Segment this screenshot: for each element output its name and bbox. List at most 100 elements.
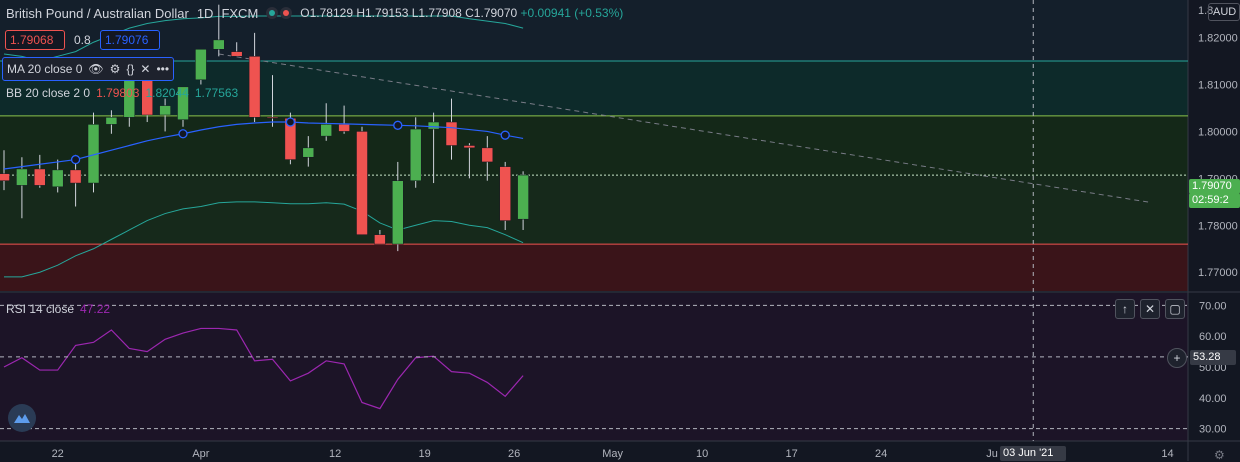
price-tick-label: 1.81000 <box>1198 79 1238 91</box>
price-tick-label: 1.82000 <box>1198 33 1238 45</box>
rsi-tick-label: 40.00 <box>1199 393 1227 405</box>
more-icon[interactable]: ••• <box>156 62 170 76</box>
rsi-crosshair-label: 53.28 <box>1190 350 1236 365</box>
candle-body <box>481 147 494 163</box>
bb-basis-value: 1.79803 <box>96 86 140 100</box>
ma-marker <box>285 117 296 127</box>
sell-button[interactable]: 1.79068 <box>5 30 65 50</box>
market-status-icon[interactable] <box>266 7 293 19</box>
zone-bottom <box>0 244 1188 291</box>
tradingview-logo-icon[interactable] <box>8 404 36 432</box>
bollinger-bands <box>3 15 524 278</box>
settings-gear-icon[interactable]: ⚙ <box>1214 448 1225 462</box>
ma-legend[interactable]: MA 20 close 0 👁 ⚙ {} ✕ ••• <box>2 57 175 81</box>
change-value: +0.00941 (+0.53%) <box>520 6 624 20</box>
time-tick-label: Ju <box>986 448 998 460</box>
bb-lower-line <box>4 201 524 278</box>
rsi-tick-label: 30.00 <box>1199 424 1227 436</box>
candles <box>0 4 529 252</box>
rsi-zone <box>0 293 1188 441</box>
time-tick-label: Apr <box>192 448 209 460</box>
ma-marker <box>178 129 188 139</box>
time-tick-label: 12 <box>329 448 341 460</box>
time-axis[interactable]: 22 Apr 12 19 26 May 10 17 24 Ju 14 <box>52 448 1174 460</box>
candle-body <box>463 145 476 149</box>
ma-line <box>3 121 524 170</box>
candle-body <box>320 124 332 137</box>
time-tick-label: 19 <box>419 448 431 460</box>
buy-button[interactable]: 1.79076 <box>100 30 160 50</box>
candle-body <box>0 173 10 181</box>
close-value: C1.79070 <box>465 6 518 20</box>
candle-body <box>159 105 171 116</box>
moving-average <box>3 117 524 170</box>
bb-upper-value: 1.82044 <box>145 86 189 100</box>
trendline[interactable] <box>218 53 1150 203</box>
eye-icon[interactable]: 👁 <box>88 62 104 76</box>
price-tick-label: 1.77000 <box>1198 267 1238 279</box>
crosshair-date-label: 03 Jun '21 <box>1000 446 1066 461</box>
rsi-current-value: 47.22 <box>80 302 111 316</box>
trendline-line <box>218 53 1150 203</box>
bb-lower-value: 1.77563 <box>194 86 239 100</box>
time-tick-label: 26 <box>508 448 520 460</box>
time-tick-label: 17 <box>785 448 797 460</box>
bb-upper-line <box>3 15 524 62</box>
ma-marker <box>70 154 81 165</box>
close-pane-icon[interactable]: ✕ <box>1140 299 1160 319</box>
exchange-label: FXCM <box>221 5 259 21</box>
maximize-pane-icon[interactable]: ▢ <box>1165 299 1185 319</box>
zone-lower <box>0 175 1188 245</box>
crosshair <box>0 0 1188 441</box>
candle-body <box>213 39 225 50</box>
candle-body <box>105 117 118 125</box>
currency-label[interactable]: AUD <box>1208 3 1240 21</box>
candle-body <box>34 168 46 186</box>
high-value: H1.79153 <box>356 6 409 20</box>
add-plus-icon[interactable]: + <box>1167 348 1187 368</box>
ma-marker <box>393 120 403 130</box>
move-pane-up-icon[interactable]: ↑ <box>1115 299 1135 319</box>
last-price-label: 1.79070 <box>1189 179 1240 194</box>
close-icon[interactable]: ✕ <box>140 62 151 76</box>
interval-label[interactable]: 1D <box>196 5 214 21</box>
spread-value: 0.8 <box>74 33 91 47</box>
candle-body <box>445 121 458 146</box>
source-code-icon[interactable]: {} <box>126 62 135 76</box>
candle-body <box>409 128 422 181</box>
ma-legend-label: MA 20 close 0 <box>7 62 83 76</box>
candle-body <box>517 174 529 220</box>
candle-body <box>177 86 189 120</box>
rsi-tick-label: 50.00 <box>1199 362 1227 374</box>
symbol-header: British Pound / Australian Dollar 1D FXC… <box>6 4 623 22</box>
rsi-legend[interactable]: RSI 14 close 47.22 <box>6 301 110 317</box>
time-tick-label: 14 <box>1161 448 1173 460</box>
candle-body <box>266 117 279 119</box>
candle-body <box>356 131 368 235</box>
candle-body <box>302 147 315 158</box>
bb-legend[interactable]: BB 20 close 2 0 1.79803 1.82044 1.77563 <box>6 85 238 101</box>
candle-body <box>499 166 511 221</box>
time-tick-label: 22 <box>52 448 64 460</box>
price-zones <box>0 61 1188 441</box>
time-tick-label: 10 <box>696 448 708 460</box>
rsi-line <box>3 327 524 410</box>
time-tick-label: 24 <box>875 448 887 460</box>
candle-body <box>374 234 386 245</box>
ma-marker <box>500 130 510 140</box>
time-tick-label: May <box>602 448 623 460</box>
symbol-title[interactable]: British Pound / Australian Dollar <box>6 5 189 21</box>
price-tick-label: 1.78000 <box>1198 220 1238 232</box>
countdown-label: 02:59:2 <box>1189 193 1240 208</box>
low-value: L1.77908 <box>411 6 462 20</box>
rsi-pane <box>0 304 1188 430</box>
zone-middle <box>0 115 1188 176</box>
candle-body <box>338 124 350 132</box>
price-axis[interactable]: 1.820001.810001.800001.790001.780001.770… <box>1198 5 1238 436</box>
gear-icon[interactable]: ⚙ <box>109 62 121 76</box>
candle-body <box>392 180 404 245</box>
bb-legend-label: BB 20 close 2 0 <box>6 86 91 100</box>
price-tick-label: 1.80000 <box>1198 126 1238 138</box>
candle-body <box>69 169 82 184</box>
